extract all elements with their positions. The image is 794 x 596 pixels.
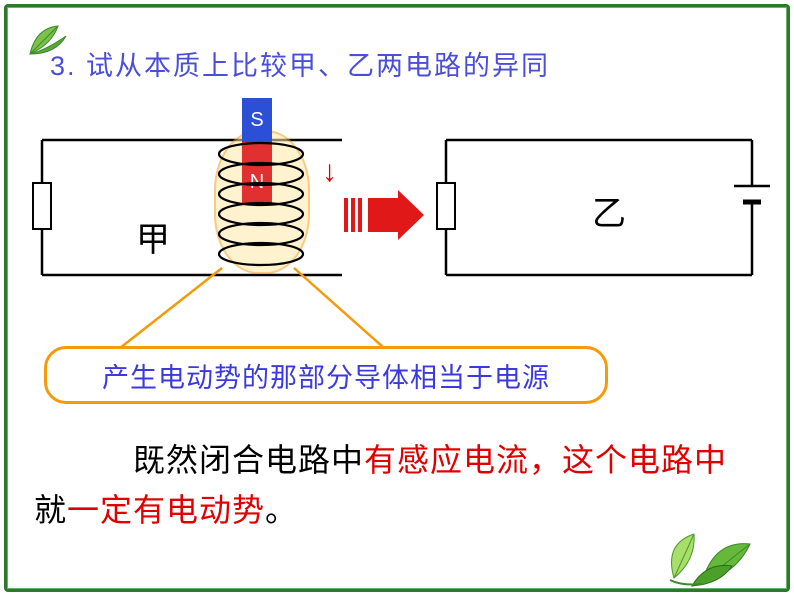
- implies-arrow-icon: [344, 190, 436, 238]
- callout-box: 产生电动势的那部分导体相当于电源: [44, 346, 608, 404]
- magnet-south: S: [242, 98, 272, 142]
- label-circuit-b: 乙: [592, 186, 626, 235]
- callout-text: 产生电动势的那部分导体相当于电源: [102, 356, 550, 395]
- label-circuit-a: 甲: [136, 212, 170, 261]
- leaves-icon: [654, 500, 764, 590]
- conclusion-text: 既然闭合电路中有感应电流，这个电路中就一定有电动势。: [34, 436, 754, 535]
- resistor-b: [436, 182, 456, 230]
- indent: [34, 442, 133, 478]
- bar-magnet: S N: [242, 98, 272, 203]
- motion-arrow-icon: ↓: [322, 155, 337, 189]
- magnet-north: N: [242, 142, 272, 203]
- resistor-a: [32, 182, 52, 230]
- question-title: 3. 试从本质上比较甲、乙两电路的异同: [50, 44, 550, 83]
